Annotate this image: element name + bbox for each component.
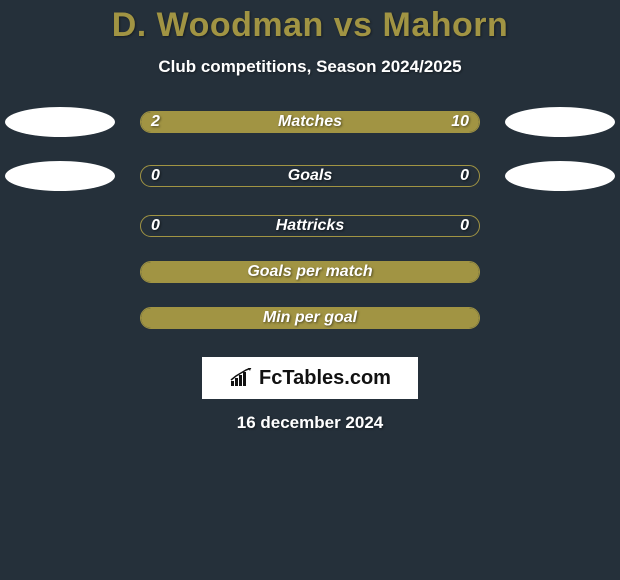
stat-bar: 210Matches xyxy=(140,111,480,133)
stat-row: 210Matches xyxy=(5,107,615,137)
stat-label: Hattricks xyxy=(141,216,479,236)
stat-bar: Min per goal xyxy=(140,307,480,329)
logo-box: FcTables.com xyxy=(202,357,418,399)
stat-row: Goals per match xyxy=(5,261,615,283)
page-subtitle: Club competitions, Season 2024/2025 xyxy=(158,57,461,77)
stat-label: Matches xyxy=(141,112,479,132)
player-right-marker xyxy=(505,161,615,191)
page-title: D. Woodman vs Mahorn xyxy=(112,6,509,45)
player-right-marker xyxy=(505,107,615,137)
date-text: 16 december 2024 xyxy=(237,413,384,433)
comparison-infographic: D. Woodman vs Mahorn Club competitions, … xyxy=(0,0,620,433)
stat-bar: Goals per match xyxy=(140,261,480,283)
logo-text: FcTables.com xyxy=(259,367,391,390)
logo: FcTables.com xyxy=(229,367,391,390)
stat-rows: 210Matches 00Goals 00Hattricks Goals per ma… xyxy=(5,107,615,353)
player-left-marker xyxy=(5,161,115,191)
player-left-marker xyxy=(5,107,115,137)
stat-label: Min per goal xyxy=(141,308,479,328)
stat-bar: 00Hattricks xyxy=(140,215,480,237)
stat-label: Goals xyxy=(141,166,479,186)
stat-row: 00Goals xyxy=(5,161,615,191)
stat-row: 00Hattricks xyxy=(5,215,615,237)
stat-bar: 00Goals xyxy=(140,165,480,187)
bars-icon xyxy=(229,368,255,388)
stat-row: Min per goal xyxy=(5,307,615,329)
stat-label: Goals per match xyxy=(141,262,479,282)
